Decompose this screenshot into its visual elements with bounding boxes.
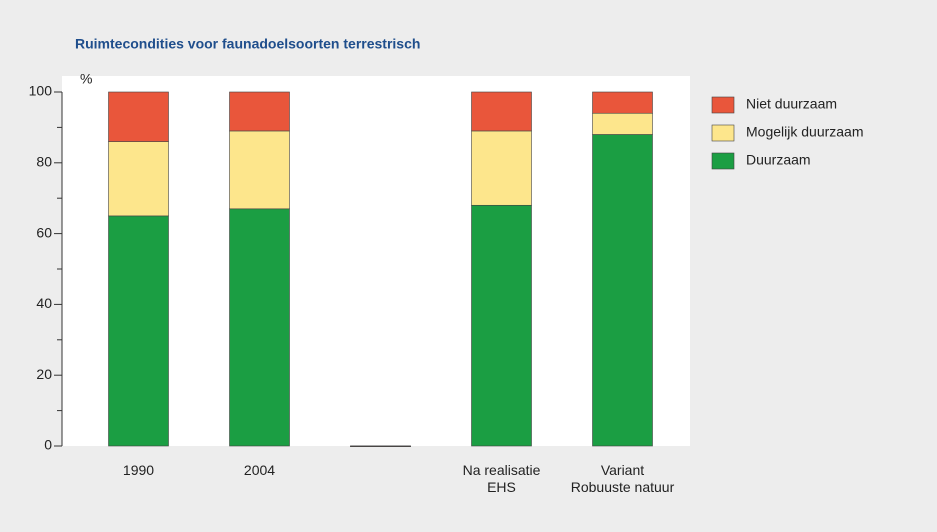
bar-segment	[108, 141, 169, 217]
bar-segment	[229, 91, 290, 132]
x-tick-label: 1990	[122, 462, 155, 478]
y-tick-label: 20	[36, 366, 52, 382]
bar-segment	[350, 445, 411, 447]
y-axis-label: %	[80, 71, 92, 87]
bar-segment	[229, 130, 290, 210]
x-tick-label: Variant Robuuste natuur	[570, 462, 675, 495]
legend-swatch	[711, 124, 735, 142]
legend-label: Niet duurzaam	[746, 96, 837, 112]
y-tick-label: 60	[36, 224, 52, 240]
x-tick-label: 2004	[243, 462, 276, 478]
y-tick-label: 100	[29, 83, 53, 99]
bar-segment	[592, 91, 653, 114]
bar-segment	[592, 112, 653, 135]
bar-segment	[471, 204, 532, 447]
bar-segment	[229, 208, 290, 447]
legend-label: Mogelijk duurzaam	[746, 124, 864, 140]
bar-segment	[592, 134, 653, 447]
chart-title: Ruimtecondities voor faunadoelsoorten te…	[75, 36, 420, 52]
y-tick-label: 40	[36, 295, 52, 311]
bar-segment	[471, 91, 532, 132]
bar-segment	[471, 130, 532, 206]
y-tick-label: 0	[44, 437, 52, 453]
y-tick-label: 80	[36, 154, 52, 170]
legend-label: Duurzaam	[746, 152, 811, 168]
bar-segment	[108, 215, 169, 447]
legend-swatch	[711, 96, 735, 114]
bar-segment	[108, 91, 169, 142]
legend-swatch	[711, 152, 735, 170]
x-tick-label: Na realisatie EHS	[462, 462, 541, 495]
